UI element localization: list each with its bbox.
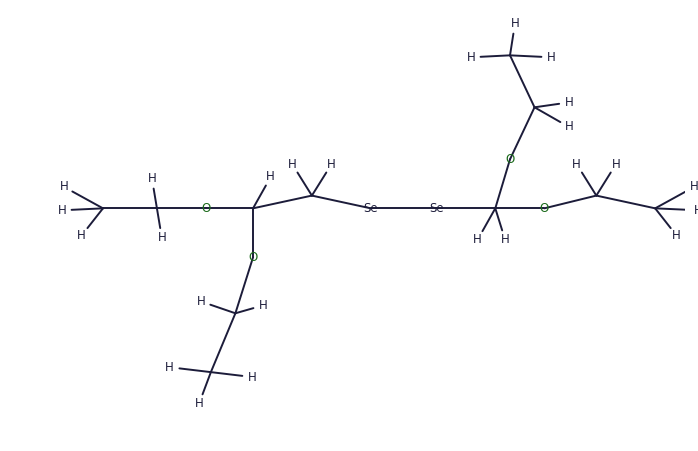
Text: H: H	[327, 158, 336, 170]
Text: H: H	[690, 180, 698, 193]
Text: O: O	[505, 153, 514, 166]
Text: H: H	[572, 158, 581, 170]
Text: H: H	[267, 170, 275, 184]
Text: H: H	[547, 51, 556, 64]
Text: H: H	[510, 18, 519, 31]
Text: H: H	[672, 229, 681, 242]
Text: H: H	[565, 96, 573, 109]
Text: H: H	[195, 397, 204, 410]
Text: O: O	[201, 202, 211, 215]
Text: H: H	[77, 229, 86, 242]
Text: H: H	[258, 299, 267, 312]
Text: Se: Se	[429, 202, 444, 215]
Text: H: H	[57, 204, 66, 217]
Text: H: H	[466, 51, 475, 64]
Text: H: H	[248, 371, 256, 383]
Text: H: H	[148, 172, 156, 185]
Text: O: O	[248, 251, 258, 264]
Text: H: H	[500, 233, 510, 246]
Text: H: H	[473, 233, 482, 246]
Text: H: H	[59, 180, 68, 193]
Text: H: H	[565, 120, 573, 133]
Text: H: H	[165, 361, 174, 374]
Text: H: H	[197, 295, 205, 308]
Text: Se: Se	[364, 202, 378, 215]
Text: H: H	[694, 204, 698, 217]
Text: O: O	[540, 202, 549, 215]
Text: H: H	[158, 231, 166, 244]
Text: H: H	[288, 158, 297, 170]
Text: H: H	[611, 158, 621, 170]
